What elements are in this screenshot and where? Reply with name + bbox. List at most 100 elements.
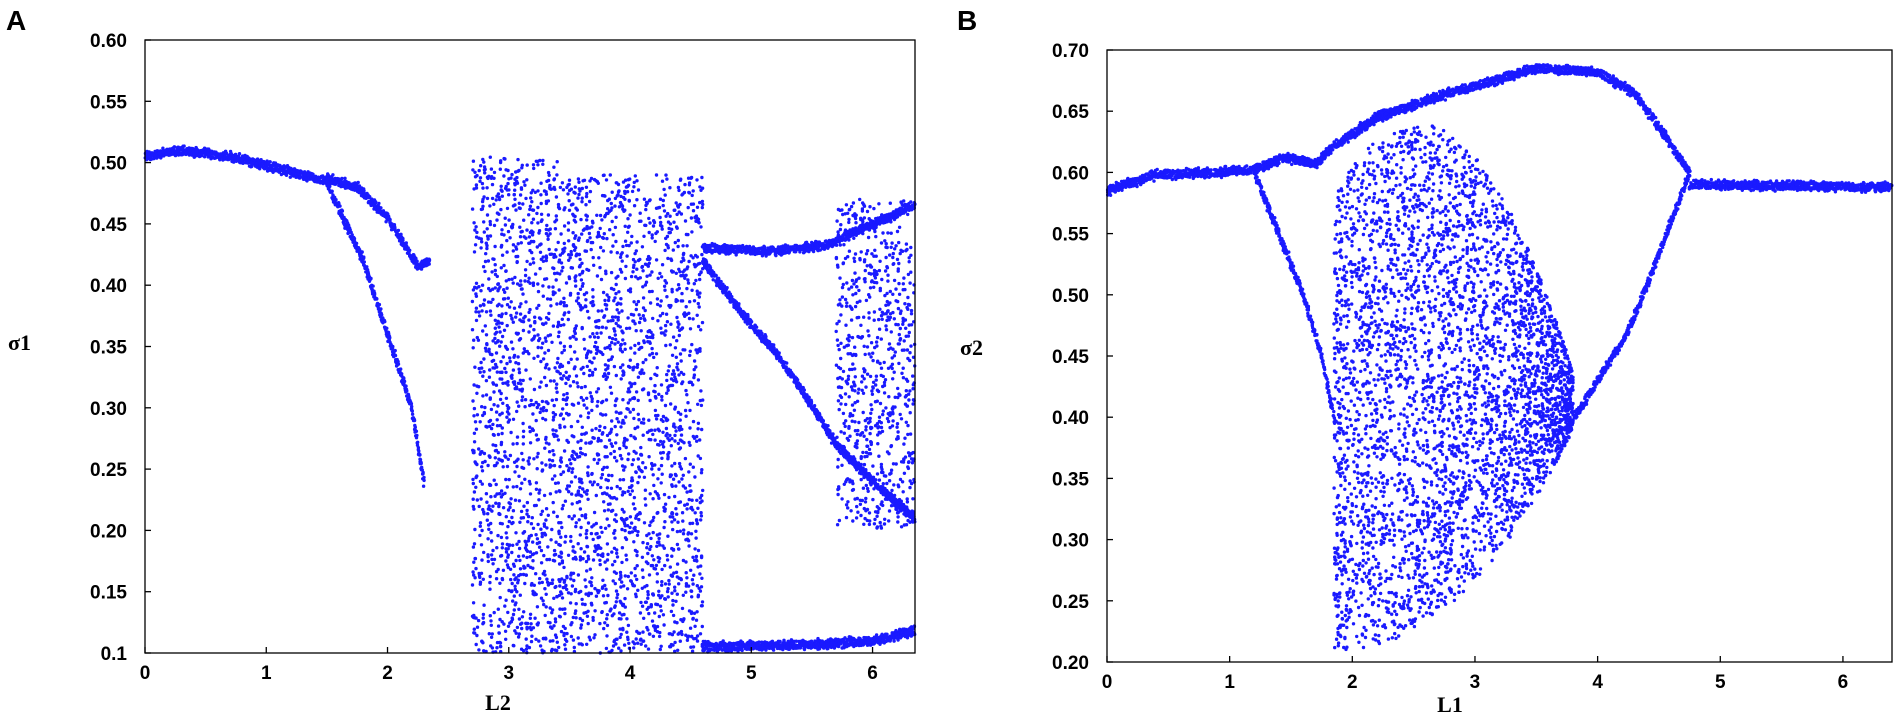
data-point <box>537 498 541 502</box>
data-point <box>482 370 486 374</box>
data-point <box>515 441 519 446</box>
data-point <box>488 288 492 293</box>
data-point <box>519 382 523 386</box>
data-point <box>512 573 516 577</box>
data-point <box>525 500 530 505</box>
data-point <box>479 164 483 168</box>
data-point <box>547 557 552 562</box>
data-point <box>518 567 523 571</box>
data-point <box>480 405 484 409</box>
data-point <box>480 366 484 370</box>
data-point <box>516 157 520 162</box>
data-point <box>513 498 518 502</box>
data-point <box>284 173 289 177</box>
data-point <box>518 193 523 197</box>
data-point <box>536 345 540 350</box>
data-point <box>416 440 420 444</box>
data-point <box>528 492 533 496</box>
data-point <box>543 533 548 537</box>
data-point <box>475 391 479 395</box>
data-point <box>517 474 521 478</box>
data-point <box>494 448 499 453</box>
data-point <box>498 423 502 428</box>
data-point <box>599 439 603 443</box>
data-point <box>554 195 559 199</box>
data-point <box>536 163 540 167</box>
data-point <box>485 246 489 251</box>
data-point <box>534 481 539 485</box>
data-point <box>498 644 503 649</box>
data-point <box>481 622 485 626</box>
data-point <box>509 313 513 318</box>
data-point <box>503 216 507 220</box>
data-point <box>512 608 516 612</box>
data-point <box>529 398 533 403</box>
data-point <box>515 260 519 264</box>
data-point <box>491 562 495 566</box>
data-point <box>537 491 541 495</box>
data-point <box>486 463 490 468</box>
data-point <box>507 477 511 482</box>
data-point <box>504 396 509 400</box>
data-point <box>552 178 556 182</box>
data-point <box>541 162 545 166</box>
data-point <box>511 543 515 547</box>
data-point <box>493 244 497 249</box>
data-point <box>496 607 500 611</box>
data-point <box>491 381 495 385</box>
data-point <box>514 315 518 319</box>
data-point <box>482 230 486 234</box>
data-point <box>749 320 754 324</box>
data-point <box>477 571 481 576</box>
data-point <box>520 166 524 170</box>
data-point <box>379 307 383 311</box>
data-point <box>472 338 476 342</box>
data-point <box>365 265 369 269</box>
data-point <box>472 221 476 225</box>
data-point <box>554 278 558 282</box>
data-point <box>494 501 498 505</box>
data-point <box>530 221 534 225</box>
data-point <box>485 425 489 429</box>
data-point <box>478 575 482 580</box>
data-point <box>774 253 778 258</box>
data-point <box>547 367 551 371</box>
data-point <box>524 637 528 641</box>
data-point <box>503 381 508 385</box>
data-point <box>522 316 526 320</box>
data-point <box>474 642 478 647</box>
data-point <box>525 621 530 626</box>
data-point <box>410 409 414 413</box>
data-point <box>519 241 523 245</box>
data-point <box>484 393 489 397</box>
data-point <box>549 304 553 308</box>
data-point <box>490 270 494 274</box>
data-point <box>513 386 517 391</box>
data-point <box>552 453 556 457</box>
data-point <box>505 361 509 366</box>
data-point <box>517 201 521 205</box>
data-point <box>532 552 536 556</box>
data-point <box>477 447 481 451</box>
data-point <box>555 390 559 394</box>
data-point <box>548 581 553 586</box>
data-point <box>861 231 865 236</box>
data-point <box>480 528 484 533</box>
data-point <box>475 498 479 502</box>
data-point <box>551 418 555 422</box>
data-point <box>535 306 539 310</box>
data-point <box>802 388 806 392</box>
data-point <box>538 336 542 341</box>
data-point <box>509 577 513 582</box>
data-point <box>528 625 532 630</box>
data-point <box>268 160 272 164</box>
data-point <box>532 592 536 596</box>
data-point <box>504 550 509 554</box>
data-point <box>488 309 493 313</box>
data-point <box>506 565 510 570</box>
data-point <box>489 407 494 412</box>
data-point <box>490 196 495 201</box>
data-point <box>526 459 530 463</box>
data-point <box>475 335 479 340</box>
data-point <box>809 400 814 404</box>
